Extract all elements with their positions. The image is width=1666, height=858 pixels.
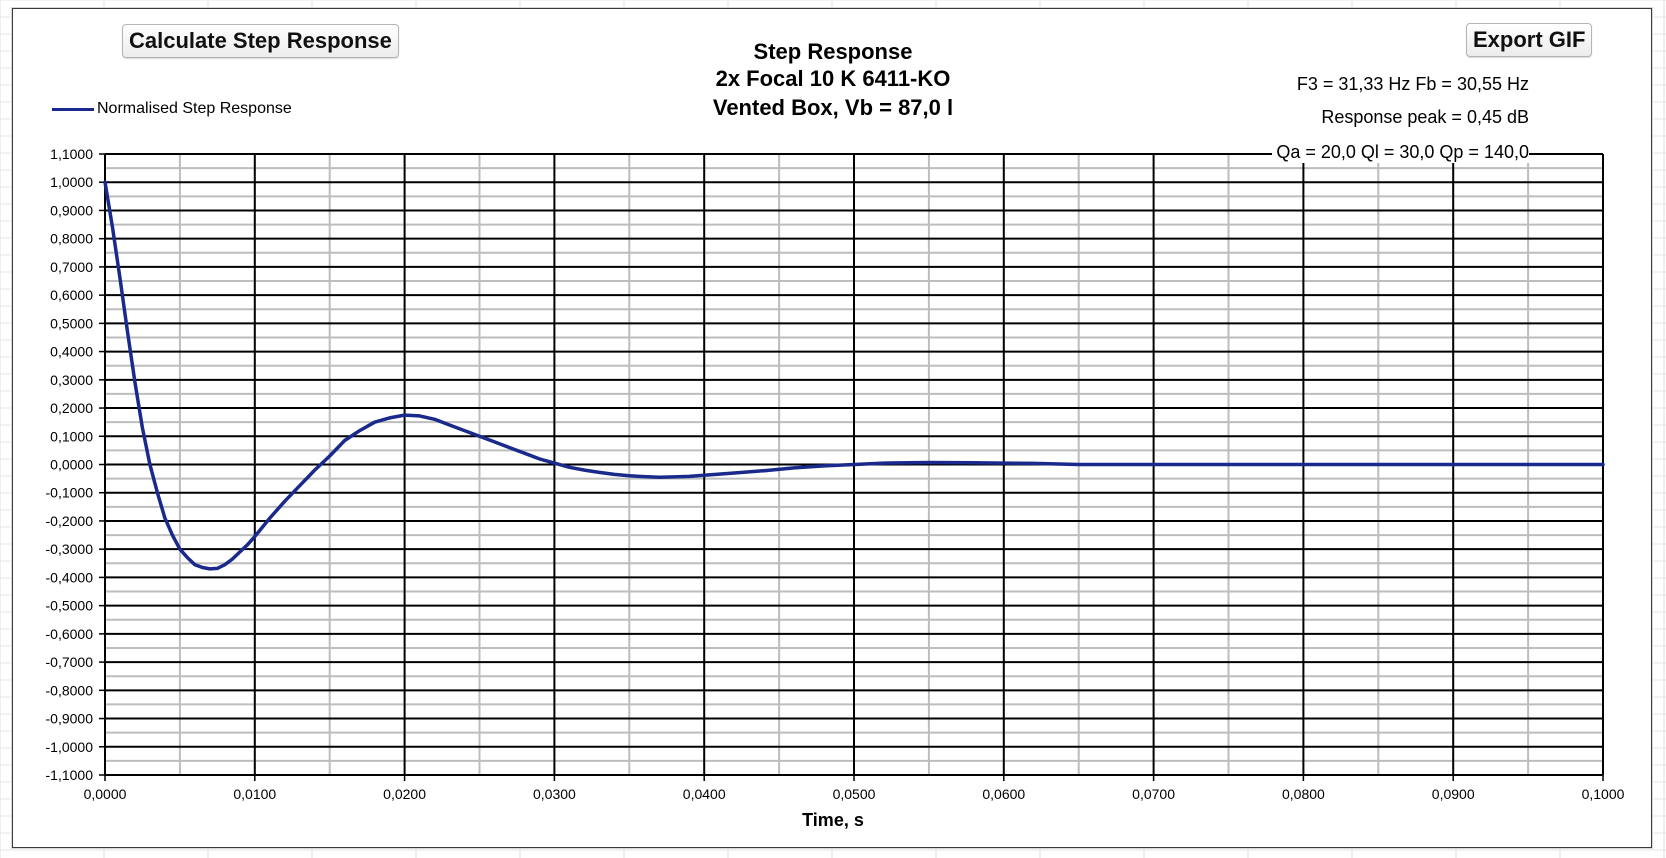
tick-labels: 1,1000 1,0000 0,9000 0,8000 0,7000 0,6000 0,50…	[46, 146, 1625, 802]
y-tick-label: -0,1000	[46, 485, 94, 501]
export-gif-button[interactable]: Export GIF	[1466, 23, 1593, 57]
y-tick-label: 0,0000	[50, 457, 93, 473]
x-tick-label: 0,0200	[383, 786, 426, 802]
x-tick-label: 0,0300	[533, 786, 576, 802]
y-tick-label: -0,6000	[46, 626, 94, 642]
x-tick-label: 0,0500	[833, 786, 876, 802]
y-tick-label: 0,3000	[50, 372, 93, 388]
x-tick-label: 0,0900	[1432, 786, 1475, 802]
x-tick-label: 0,0100	[233, 786, 276, 802]
y-tick-label: -0,8000	[46, 682, 94, 698]
annotation-frequencies: F3 = 31,33 Hz Fb = 30,55 Hz	[1296, 74, 1529, 94]
y-tick-label: 0,1000	[50, 428, 93, 444]
y-tick-label: -0,2000	[46, 513, 94, 529]
chart-subtitle-driver: 2x Focal 10 K 6411-KO	[715, 66, 951, 91]
y-tick-label: 1,1000	[50, 146, 93, 162]
y-tick-label: 0,2000	[50, 400, 93, 416]
series-group	[103, 180, 1605, 571]
y-tick-label: 0,9000	[50, 202, 93, 218]
y-tick-label: -0,4000	[46, 569, 94, 585]
y-tick-label: 1,0000	[50, 174, 93, 190]
x-tick-label: 0,0800	[1282, 786, 1325, 802]
y-tick-label: -1,1000	[46, 767, 94, 783]
calculate-step-response-button[interactable]: Calculate Step Response	[122, 24, 399, 58]
y-tick-label: -1,0000	[46, 739, 94, 755]
annotation-q-values: Qa = 20,0 Ql = 30,0 Qp = 140,0	[1272, 142, 1529, 163]
x-tick-label: 0,0400	[683, 786, 726, 802]
chart-subtitle-box: Vented Box, Vb = 87,0 l	[712, 95, 954, 120]
legend-swatch	[52, 108, 94, 111]
chart-title: Step Response	[753, 39, 913, 64]
x-tick-label: 0,1000	[1582, 786, 1625, 802]
y-tick-label: -0,5000	[46, 598, 94, 614]
annotation-response-peak: Response peak = 0,45 dB	[1321, 107, 1529, 127]
y-tick-label: -0,9000	[46, 711, 94, 727]
y-tick-label: 0,8000	[50, 231, 93, 247]
x-tick-label: 0,0600	[982, 786, 1025, 802]
y-tick-label: 0,4000	[50, 344, 93, 360]
x-tick-label: 0,0000	[84, 786, 127, 802]
x-tick-label: 0,0700	[1132, 786, 1175, 802]
y-tick-label: 0,7000	[50, 259, 93, 275]
y-tick-label: -0,3000	[46, 541, 94, 557]
y-tick-label: 0,6000	[50, 287, 93, 303]
x-axis-label: Time, s	[802, 810, 864, 830]
y-tick-label: -0,7000	[46, 654, 94, 670]
series-line-0	[103, 180, 1605, 571]
legend-label: Normalised Step Response	[97, 100, 292, 117]
y-tick-label: 0,5000	[50, 315, 93, 331]
